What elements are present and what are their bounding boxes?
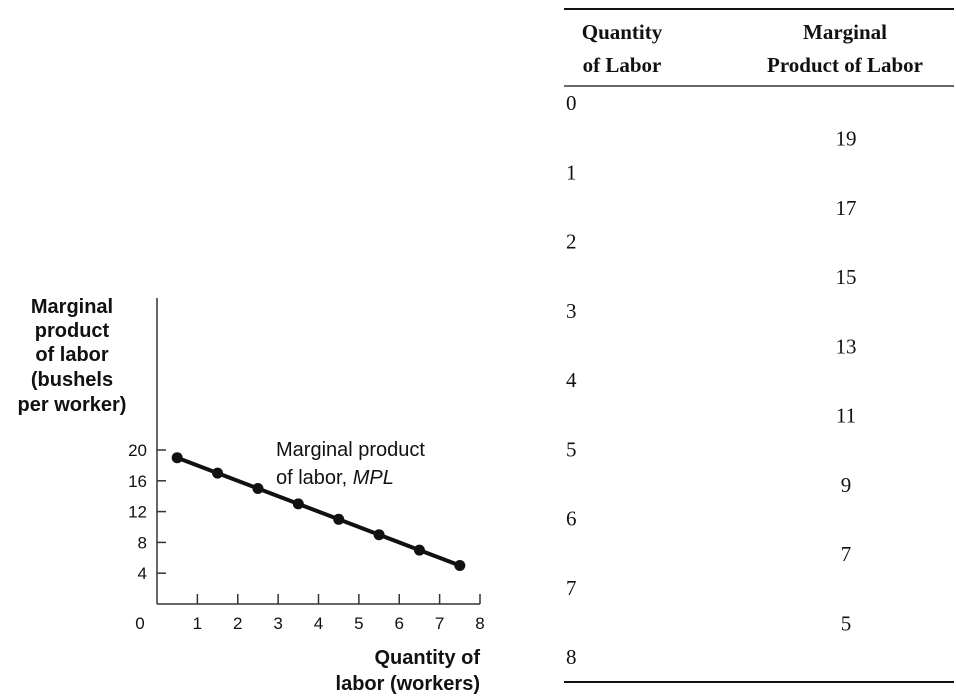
mpl-point bbox=[373, 529, 385, 541]
header-quantity-line-2: of Labor bbox=[583, 53, 662, 77]
quantity-cell: 7 bbox=[566, 576, 577, 600]
x-tick-label: 0 bbox=[135, 614, 144, 633]
mpl-cell: 13 bbox=[836, 334, 857, 358]
y-tick-label: 8 bbox=[138, 533, 147, 552]
y-axis-label-line-4: (bushels bbox=[31, 369, 113, 391]
header-quantity-line-1: Quantity bbox=[582, 20, 663, 44]
quantity-cell: 8 bbox=[566, 645, 577, 669]
mpl-table: Quantity of Labor Marginal Product of La… bbox=[564, 8, 954, 683]
x-tick-label: 5 bbox=[354, 614, 363, 633]
mpl-cell: 7 bbox=[841, 542, 852, 566]
quantity-cell: 2 bbox=[566, 230, 577, 254]
x-tick-label: 3 bbox=[273, 614, 282, 633]
y-axis-label-line-5: per worker) bbox=[18, 394, 127, 416]
y-tick-label: 20 bbox=[128, 441, 147, 460]
y-axis-label-line-3: of labor bbox=[35, 344, 109, 366]
mpl-series bbox=[171, 452, 466, 571]
quantity-cell: 5 bbox=[566, 437, 577, 461]
curve-label-mpl: MPL bbox=[353, 467, 394, 489]
quantity-column: 0 1 2 3 4 5 6 7 8 bbox=[566, 91, 577, 669]
mpl-point bbox=[171, 452, 183, 464]
mpl-cell: 9 bbox=[841, 473, 852, 497]
quantity-cell: 6 bbox=[566, 507, 577, 531]
mpl-point bbox=[212, 467, 224, 479]
x-tick-label: 8 bbox=[475, 614, 484, 633]
quantity-cell: 3 bbox=[566, 299, 577, 323]
mpl-point bbox=[252, 483, 264, 494]
y-axis-ticks: 20 16 12 8 4 bbox=[128, 441, 166, 583]
mpl-cell: 11 bbox=[836, 404, 856, 428]
curve-label-line-2: of labor, MPL bbox=[276, 467, 394, 489]
mpl-cell: 19 bbox=[836, 127, 857, 151]
quantity-cell: 4 bbox=[566, 368, 577, 392]
quantity-cell: 1 bbox=[566, 160, 577, 184]
x-tick-label: 1 bbox=[193, 614, 202, 633]
y-axis-label: Marginal product of labor (bushels per w… bbox=[18, 296, 127, 416]
x-axis-label-line-2: labor (workers) bbox=[336, 673, 480, 695]
x-tick-label: 6 bbox=[395, 614, 404, 633]
mpl-column: 19 17 15 13 11 9 7 5 bbox=[836, 127, 857, 636]
mpl-curve-label: Marginal product of labor, MPL bbox=[276, 439, 425, 489]
curve-label-line-1: Marginal product bbox=[276, 439, 425, 461]
x-tick-label: 7 bbox=[435, 614, 444, 633]
y-tick-label: 12 bbox=[128, 503, 147, 522]
header-mpl-line-2: Product of Labor bbox=[767, 53, 923, 77]
quantity-cell: 0 bbox=[566, 91, 577, 115]
mpl-point bbox=[413, 544, 425, 556]
header-mpl-line-1: Marginal bbox=[803, 20, 887, 44]
mpl-line bbox=[176, 455, 461, 568]
x-axis-label-line-1: Quantity of bbox=[374, 647, 480, 669]
x-axis-label: Quantity of labor (workers) bbox=[336, 647, 481, 695]
y-tick-label: 4 bbox=[138, 564, 147, 583]
mpl-point bbox=[292, 498, 304, 510]
mpl-cell: 17 bbox=[836, 196, 857, 220]
y-tick-label: 16 bbox=[128, 472, 147, 491]
mpl-graph: Marginal product of labor (bushels per w… bbox=[18, 296, 485, 695]
x-tick-label: 4 bbox=[314, 614, 323, 633]
mpl-point bbox=[454, 560, 466, 571]
x-tick-label: 2 bbox=[233, 614, 242, 633]
y-axis-label-line-1: Marginal bbox=[31, 296, 113, 318]
x-axis-ticks: 0 1 2 3 4 5 6 7 8 bbox=[135, 594, 485, 633]
y-axis-label-line-2: product bbox=[35, 320, 110, 342]
mpl-cell: 15 bbox=[836, 265, 857, 289]
mpl-cell: 5 bbox=[841, 611, 852, 635]
mpl-point bbox=[333, 513, 345, 525]
curve-label-prefix: of labor, bbox=[276, 467, 353, 489]
